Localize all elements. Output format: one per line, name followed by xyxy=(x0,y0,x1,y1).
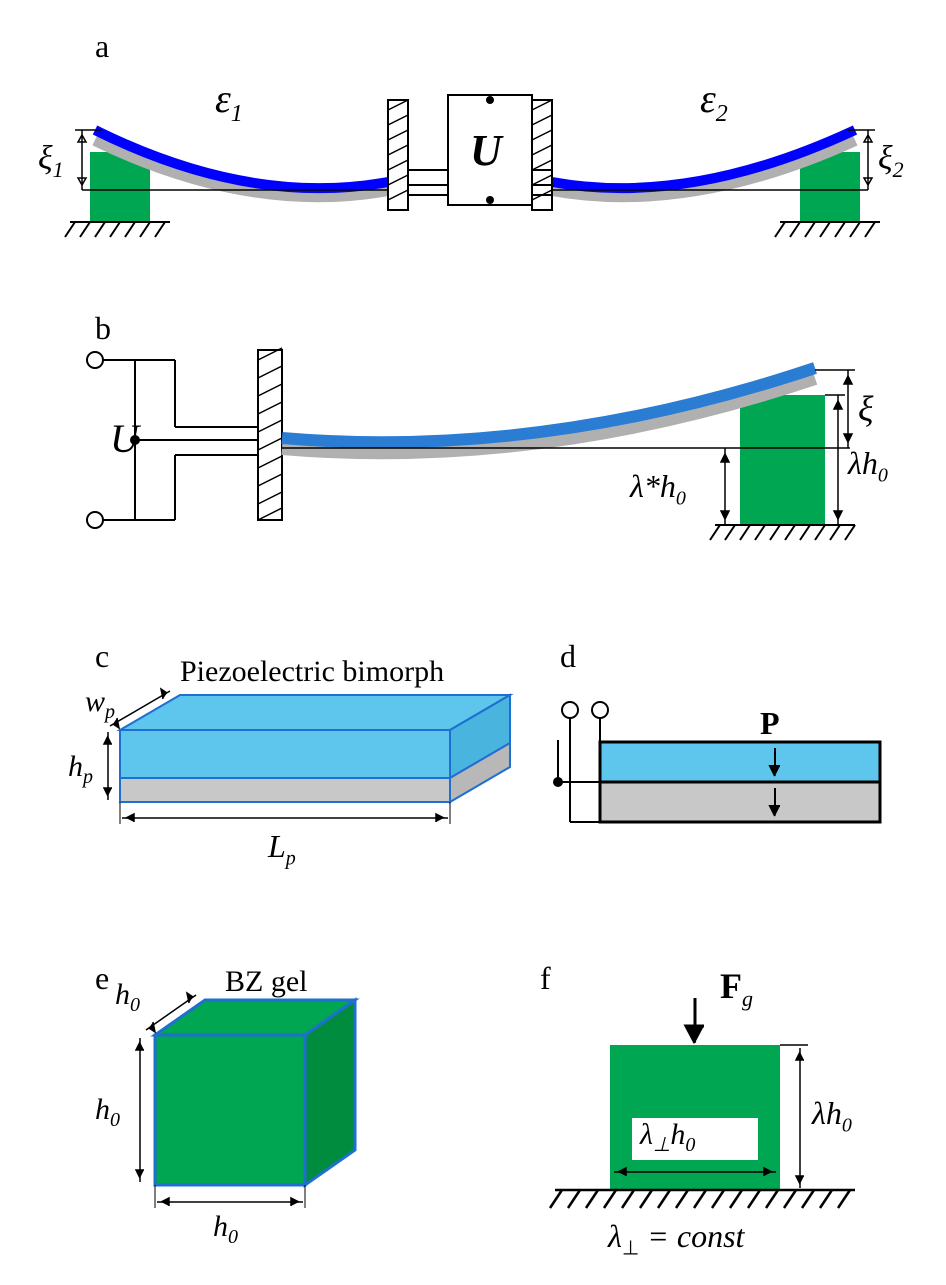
panel-label-a: a xyxy=(95,28,109,65)
figure-root: a b c d e f ε1 ε2 ξ1 ξ2 U U ξ λ*h0 λh0 P… xyxy=(0,0,946,1285)
cube-front xyxy=(155,1035,305,1185)
gel-block-b xyxy=(740,395,825,525)
h0-width-label: h0 xyxy=(213,1210,238,1249)
xi1-label: ξ1 xyxy=(38,140,64,183)
xi2-label: ξ2 xyxy=(878,140,904,183)
panel-label-c: c xyxy=(95,638,109,675)
P-label: P xyxy=(760,705,780,742)
h0-depth-label: h0 xyxy=(115,978,140,1017)
ground-right xyxy=(775,222,880,237)
panel-b xyxy=(87,348,855,540)
force-arrow xyxy=(686,998,704,1043)
lambda-perp-const-label: λ⊥ = const xyxy=(608,1218,744,1260)
panel-label-b: b xyxy=(95,310,111,347)
panel-e xyxy=(136,993,355,1208)
xi-label-b: ξ xyxy=(858,388,873,430)
panel-d xyxy=(554,702,880,822)
lambda-perp-h0-label: λ⊥h0 xyxy=(640,1118,695,1157)
eps2-label: ε2 xyxy=(700,75,728,128)
panel-f xyxy=(550,998,855,1208)
lambda-star-label: λ*h0 xyxy=(630,468,686,510)
lambda-h0-label-b: λh0 xyxy=(848,445,888,487)
clamp-right xyxy=(532,100,552,210)
Lp-label: Lp xyxy=(268,828,296,870)
hp-label: hp xyxy=(68,750,93,789)
lambda-dim-b xyxy=(825,395,845,525)
eps1-label: ε1 xyxy=(215,75,243,128)
panel-c xyxy=(104,689,510,824)
wp-label: wp xyxy=(85,685,115,724)
ground-f xyxy=(550,1190,855,1208)
ground-b xyxy=(710,525,855,540)
h0-height-label: h0 xyxy=(95,1093,120,1132)
bimorph-d-bot xyxy=(600,782,880,822)
U-label-b: U xyxy=(110,415,139,462)
panel-label-e: e xyxy=(95,960,109,997)
Fg-label: Fg xyxy=(720,965,753,1012)
figure-svg xyxy=(0,0,946,1285)
bimorph-d-top xyxy=(600,742,880,782)
clamp-left xyxy=(388,100,408,210)
bimorph-top-front xyxy=(120,730,450,778)
height-dim-f xyxy=(780,1045,808,1188)
clamp-b xyxy=(258,348,282,520)
bimorph-title: Piezoelectric bimorph xyxy=(180,655,444,689)
panel-label-f: f xyxy=(540,960,551,997)
bimorph-top-face xyxy=(120,695,510,730)
lambda-h0-label-f: λh0 xyxy=(812,1095,852,1137)
bzgel-title: BZ gel xyxy=(225,965,308,999)
panel-label-d: d xyxy=(560,638,576,675)
lambda-star-dim xyxy=(721,448,729,525)
U-label-a: U xyxy=(470,125,502,176)
ground-left xyxy=(65,222,170,237)
bimorph-bot-front xyxy=(120,778,450,802)
